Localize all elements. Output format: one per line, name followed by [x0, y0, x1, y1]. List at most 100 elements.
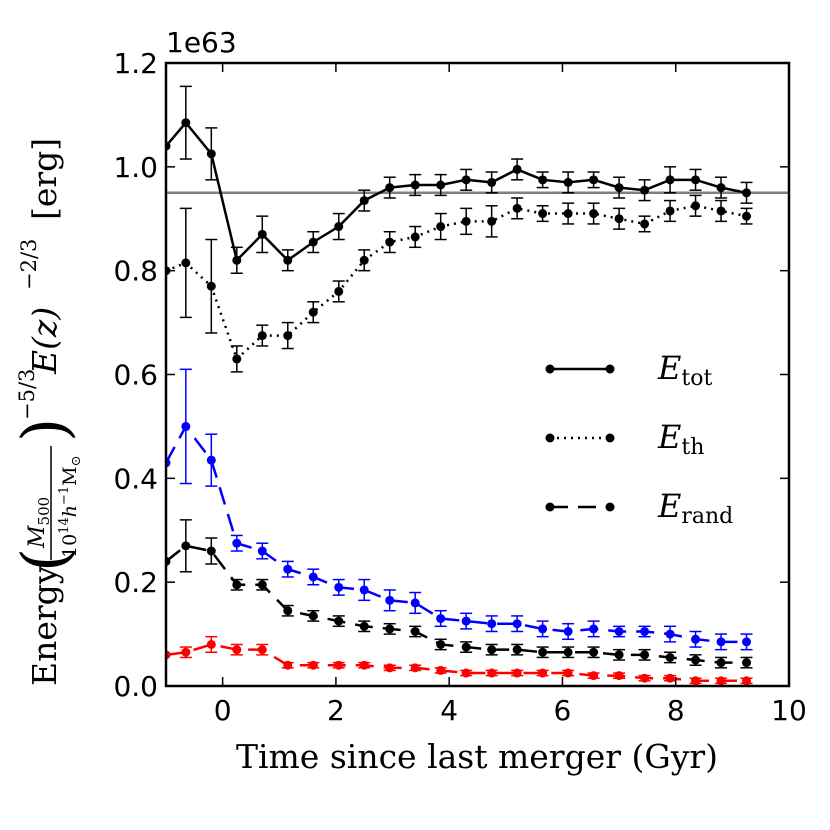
data-point — [538, 175, 548, 185]
ylabel-word: Energy — [25, 565, 64, 686]
x-axis-label: Time since last merger (Gyr) — [236, 737, 718, 776]
data-point — [206, 639, 216, 649]
data-point — [563, 177, 573, 187]
data-point — [563, 626, 573, 636]
data-point — [589, 647, 599, 657]
y-tick-label: 0.8 — [113, 255, 158, 288]
data-point — [308, 237, 318, 247]
data-point — [257, 546, 267, 556]
data-point — [512, 668, 522, 678]
ylabel-frac-den-rest-exp: −1 — [57, 486, 72, 505]
data-point — [385, 237, 395, 247]
data-point — [640, 673, 650, 683]
data-point — [742, 658, 752, 668]
data-point — [742, 637, 752, 647]
data-point — [308, 660, 318, 670]
data-point — [716, 183, 726, 193]
data-point — [461, 175, 471, 185]
data-point — [665, 652, 675, 662]
data-point — [181, 258, 191, 268]
data-point — [716, 658, 726, 668]
data-point — [487, 619, 497, 629]
plot-area — [166, 63, 789, 686]
x-tick-label: 0 — [214, 694, 232, 727]
data-point — [334, 582, 344, 592]
data-point — [538, 624, 548, 634]
data-point — [410, 626, 420, 636]
data-point — [614, 650, 624, 660]
data-point — [563, 209, 573, 219]
data-point — [436, 222, 446, 232]
svg-text:Energy: Energy — [25, 565, 64, 686]
data-point — [308, 572, 318, 582]
data-point — [665, 673, 675, 683]
legend-entry: Eth — [545, 418, 704, 460]
y-tick-label: 0.6 — [113, 359, 158, 392]
legend-entry: Erand — [545, 487, 733, 529]
data-point — [665, 206, 675, 216]
data-point — [691, 655, 701, 665]
data-point — [614, 214, 624, 224]
series-4 — [166, 635, 753, 686]
data-point — [436, 665, 446, 675]
data-point — [410, 180, 420, 190]
data-point — [742, 211, 752, 221]
data-point — [334, 616, 344, 626]
data-point — [283, 564, 293, 574]
data-point — [487, 668, 497, 678]
y-tick-label: 0.2 — [113, 566, 158, 599]
data-point — [181, 118, 191, 128]
data-point — [206, 546, 216, 556]
data-point — [691, 201, 701, 211]
data-point — [334, 222, 344, 232]
data-point — [716, 206, 726, 216]
ylabel-frac-den-unit-sub: ⊙ — [69, 455, 84, 466]
data-point — [512, 619, 522, 629]
data-point — [563, 647, 573, 657]
svg-text:[erg]: [erg] — [25, 138, 64, 220]
data-point — [461, 616, 471, 626]
data-point — [512, 203, 522, 213]
data-point — [232, 580, 242, 590]
svg-text:−5/3: −5/3 — [15, 369, 39, 420]
data-point — [614, 183, 624, 193]
data-point — [691, 634, 701, 644]
data-point — [487, 216, 497, 226]
data-point — [563, 668, 573, 678]
series-3 — [166, 519, 753, 669]
data-point — [257, 331, 267, 341]
series-layer — [166, 85, 753, 686]
ylabel-frac-num-sub: 500 — [35, 497, 53, 526]
data-point — [206, 281, 216, 291]
data-point — [283, 606, 293, 616]
data-point — [640, 219, 650, 229]
data-point — [640, 650, 650, 660]
ylabel-frac-den-rest: h — [59, 505, 81, 517]
data-point — [461, 668, 471, 678]
data-point — [232, 538, 242, 548]
data-point — [436, 639, 446, 649]
data-point — [359, 660, 369, 670]
data-point — [359, 621, 369, 631]
data-point — [614, 626, 624, 636]
ylabel-frac-den-exp: 14 — [57, 517, 72, 534]
data-point — [640, 185, 650, 195]
data-point — [691, 175, 701, 185]
svg-text:E(z): E(z) — [25, 307, 64, 375]
data-point — [283, 660, 293, 670]
series-0 — [166, 85, 753, 275]
legend-marker — [545, 364, 555, 374]
axes-frame — [164, 61, 791, 688]
data-point — [410, 232, 420, 242]
svg-text:−2/3: −2/3 — [17, 239, 41, 290]
data-point — [461, 642, 471, 652]
data-point — [206, 149, 216, 159]
ylabel-paren-close: ) — [8, 418, 81, 442]
legend-entry: Etot — [545, 349, 712, 391]
data-point — [461, 216, 471, 226]
data-point — [716, 676, 726, 686]
offset-text: 1e63 — [166, 26, 237, 59]
legend-marker — [545, 433, 555, 443]
data-point — [257, 229, 267, 239]
